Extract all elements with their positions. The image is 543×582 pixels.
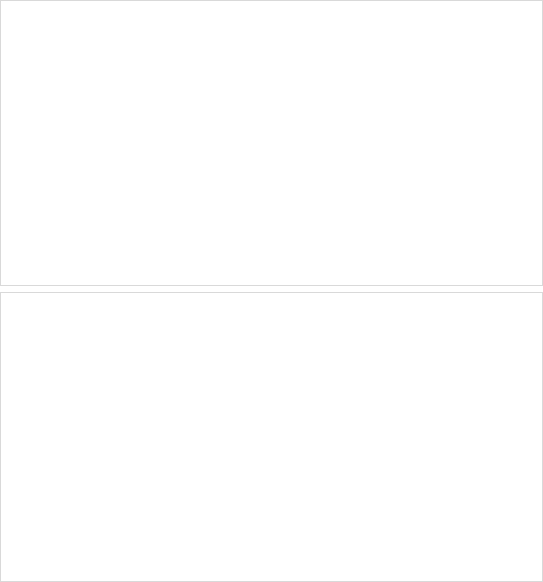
chart-panel-1 [0,0,543,286]
chart-2-plot [1,293,542,581]
chart-1-plot [1,1,542,285]
chart-panel-2 [0,292,543,582]
